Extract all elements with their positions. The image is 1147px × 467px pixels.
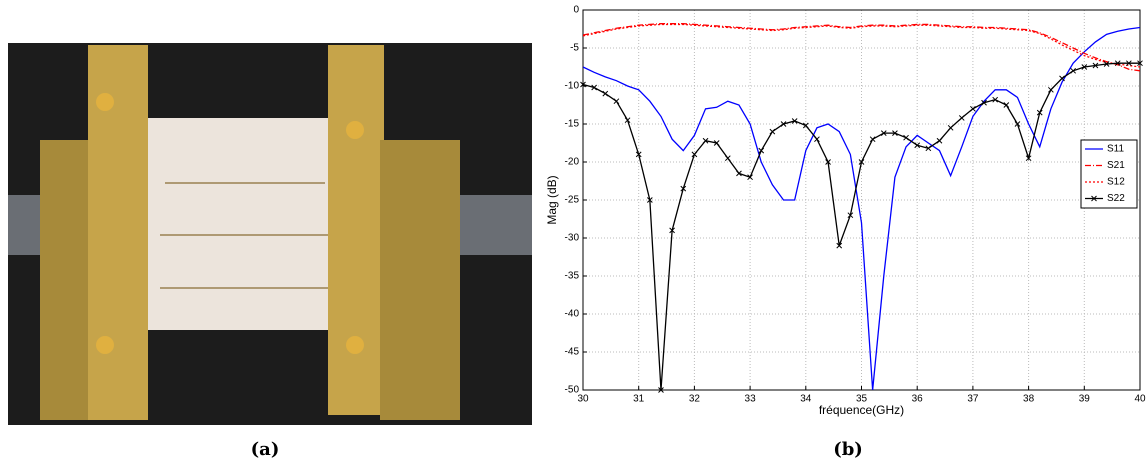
- legend-label: S12: [1107, 177, 1125, 188]
- y-tick-label: -50: [565, 385, 580, 396]
- marker: [613, 98, 620, 105]
- legend-label: S21: [1107, 160, 1125, 171]
- marker: [992, 96, 999, 103]
- marker: [769, 128, 776, 135]
- marker: [669, 227, 675, 234]
- chart: 30 31 32 33 34 35 36 37 38 39 40-50-45-40-35-30-25…: [545, 5, 1146, 418]
- y-tick-label: -30: [565, 233, 580, 244]
- x-tick-label: 39: [1079, 394, 1091, 405]
- marker: [981, 99, 987, 106]
- caption: (a): [251, 439, 280, 460]
- marker: [580, 81, 586, 88]
- marker: [836, 242, 843, 249]
- marker: [736, 170, 742, 177]
- caption: (b): [833, 439, 863, 460]
- marker: [814, 136, 820, 143]
- marker: [658, 387, 664, 393]
- fixture: [328, 45, 384, 415]
- marker: [1059, 75, 1065, 82]
- legend: S11 S21 S12 S22: [1080, 139, 1138, 209]
- legend-label: S11: [1107, 144, 1124, 155]
- y-tick-label: 0: [573, 5, 579, 16]
- marker: [1003, 102, 1010, 108]
- marker: [1081, 64, 1088, 70]
- x-tick-label: 35: [856, 394, 868, 405]
- marker: [780, 121, 787, 127]
- x-tick-label: 33: [745, 394, 757, 405]
- marker: [1025, 155, 1032, 162]
- marker: [869, 136, 876, 143]
- fixture: [380, 140, 460, 420]
- marker: [1103, 61, 1110, 67]
- marker: [936, 137, 943, 144]
- legend-label: S22: [1107, 193, 1125, 204]
- marker: [1014, 121, 1021, 127]
- marker: [970, 105, 976, 112]
- y-tick-label: -35: [565, 271, 580, 282]
- legend-marker: [1091, 195, 1097, 202]
- marker: [925, 145, 932, 152]
- y-tick-label: -40: [565, 309, 580, 320]
- substrate: [148, 118, 330, 330]
- y-axis-label: Mag (dB): [545, 175, 559, 224]
- marker: [702, 137, 709, 144]
- marker: [1126, 60, 1132, 67]
- marker: [724, 155, 731, 162]
- marker: [858, 159, 865, 165]
- marker: [758, 147, 765, 154]
- marker: [1114, 60, 1121, 67]
- x-tick-label: 37: [967, 394, 979, 405]
- photo: [8, 43, 532, 425]
- y-tick-label: -20: [565, 157, 580, 168]
- marker: [747, 174, 753, 181]
- marker: [713, 140, 720, 146]
- marker: [635, 151, 642, 158]
- x-tick-label: 34: [800, 394, 812, 405]
- y-tick-label: -25: [565, 195, 580, 206]
- marker: [958, 115, 965, 121]
- marker: [1092, 62, 1099, 69]
- screw: [96, 93, 114, 111]
- screw: [346, 121, 364, 139]
- screw: [346, 336, 364, 354]
- y-tick-label: -10: [565, 81, 580, 92]
- marker: [691, 151, 698, 158]
- x-axis-label: fréquence(GHz): [819, 403, 904, 417]
- marker: [1048, 86, 1054, 93]
- y-tick-label: -15: [565, 119, 580, 130]
- series-line: [583, 23, 1140, 72]
- series-line: [583, 23, 1140, 68]
- x-tick-label: 32: [689, 394, 701, 405]
- marker: [825, 159, 831, 165]
- series-line: [583, 26, 1140, 390]
- marker: [914, 142, 921, 149]
- x-tick-label: 38: [1023, 394, 1035, 405]
- marker: [646, 197, 653, 203]
- screw: [96, 336, 114, 354]
- x-tick-label: 31: [633, 394, 645, 405]
- x-tick-label: 36: [912, 394, 924, 405]
- marker: [1137, 60, 1143, 67]
- marker: [1070, 67, 1077, 74]
- marker: [791, 118, 798, 124]
- marker: [880, 130, 887, 136]
- y-tick-label: -45: [565, 347, 580, 358]
- marker: [680, 185, 687, 192]
- marker: [1036, 109, 1043, 116]
- marker: [847, 212, 854, 219]
- x-tick-label: 30: [577, 394, 589, 405]
- marker: [903, 134, 909, 141]
- marker: [892, 130, 898, 136]
- x-tick-label: 40: [1134, 394, 1146, 405]
- plot-frame: [582, 9, 1141, 391]
- marker: [591, 84, 597, 91]
- marker: [947, 124, 954, 131]
- marker: [802, 122, 809, 129]
- marker: [624, 117, 631, 124]
- marker: [602, 90, 609, 97]
- y-tick-label: -5: [570, 43, 579, 54]
- legend-box: [1080, 139, 1138, 209]
